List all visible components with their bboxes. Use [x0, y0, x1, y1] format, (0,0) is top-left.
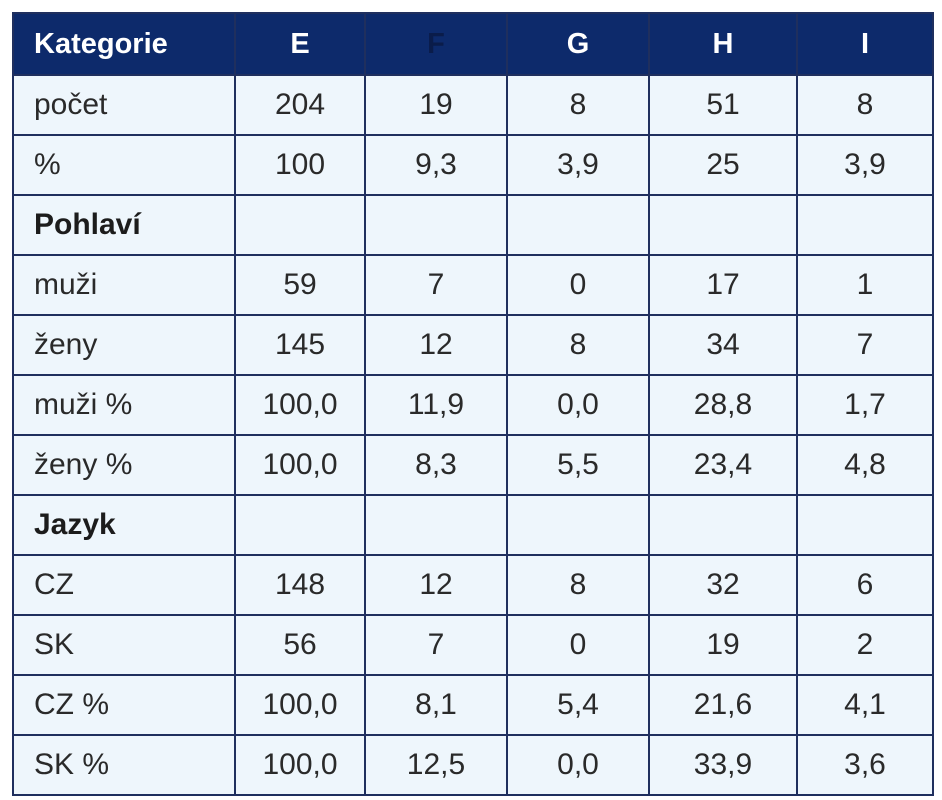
table-cell: 4,1 [796, 674, 934, 736]
table-body: počet 204 19 8 51 8% 100 9,3 3,9 25 3,9 Pohlaví muži… [12, 74, 934, 796]
row-label: Pohlaví [12, 194, 236, 256]
table-cell: 5,4 [506, 674, 650, 736]
section-header-row: Jazyk [12, 494, 934, 556]
table-cell: 100 [234, 134, 366, 196]
table-cell: 100,0 [234, 674, 366, 736]
row-label: ženy [12, 314, 236, 376]
table-cell: 204 [234, 74, 366, 136]
header-cell-h: H [648, 12, 798, 76]
table-cell: 12 [364, 554, 508, 616]
table-cell: 145 [234, 314, 366, 376]
table-cell: 100,0 [234, 374, 366, 436]
table-row: CZ % 100,0 8,1 5,4 21,6 4,1 [12, 674, 934, 736]
table-cell [648, 494, 798, 556]
row-label: muži [12, 254, 236, 316]
table-cell: 33,9 [648, 734, 798, 796]
table-cell: 8 [506, 314, 650, 376]
table-cell: 148 [234, 554, 366, 616]
table-cell: 3,9 [796, 134, 934, 196]
table-cell: 19 [648, 614, 798, 676]
table-row: % 100 9,3 3,9 25 3,9 [12, 134, 934, 196]
row-label: Jazyk [12, 494, 236, 556]
table-cell: 100,0 [234, 734, 366, 796]
row-label: CZ [12, 554, 236, 616]
table-cell [364, 194, 508, 256]
table-cell: 3,9 [506, 134, 650, 196]
table-cell: 7 [364, 614, 508, 676]
table-cell: 11,9 [364, 374, 508, 436]
row-label: počet [12, 74, 236, 136]
table-cell [796, 194, 934, 256]
table-cell: 2 [796, 614, 934, 676]
table-cell: 0 [506, 254, 650, 316]
table-cell: 8 [796, 74, 934, 136]
table-cell: 12 [364, 314, 508, 376]
header-cell-g: G [506, 12, 650, 76]
table-row: ženy 145 12 8 34 7 [12, 314, 934, 376]
header-cell-f: F [364, 12, 508, 76]
table-cell: 8,1 [364, 674, 508, 736]
row-label: muži % [12, 374, 236, 436]
table-cell [796, 494, 934, 556]
row-label: % [12, 134, 236, 196]
table-cell: 34 [648, 314, 798, 376]
table-cell: 5,5 [506, 434, 650, 496]
table-cell: 0,0 [506, 374, 650, 436]
table-cell: 7 [364, 254, 508, 316]
row-label: SK % [12, 734, 236, 796]
header-cell-e: E [234, 12, 366, 76]
table-cell [506, 194, 650, 256]
table-cell: 8,3 [364, 434, 508, 496]
table-cell [364, 494, 508, 556]
table-cell: 17 [648, 254, 798, 316]
table-cell: 1,7 [796, 374, 934, 436]
table-cell: 0 [506, 614, 650, 676]
section-header-row: Pohlaví [12, 194, 934, 256]
table-cell: 3,6 [796, 734, 934, 796]
table-cell: 100,0 [234, 434, 366, 496]
table-header: Kategorie E F G H I [12, 12, 934, 76]
table-cell [234, 194, 366, 256]
header-cell-i: I [796, 12, 934, 76]
header-row: Kategorie E F G H I [12, 12, 934, 76]
table-cell: 9,3 [364, 134, 508, 196]
table-cell: 25 [648, 134, 798, 196]
table-container: Kategorie E F G H I počet 204 19 8 51 8% 100 9,… [12, 12, 934, 796]
table-row: CZ 148 12 8 32 6 [12, 554, 934, 616]
row-label: SK [12, 614, 236, 676]
table-cell: 59 [234, 254, 366, 316]
table-cell: 19 [364, 74, 508, 136]
table-cell: 4,8 [796, 434, 934, 496]
data-table: Kategorie E F G H I počet 204 19 8 51 8% 100 9,… [12, 12, 934, 796]
table-cell: 12,5 [364, 734, 508, 796]
table-cell [648, 194, 798, 256]
table-row: muži 59 7 0 17 1 [12, 254, 934, 316]
table-cell: 32 [648, 554, 798, 616]
table-cell: 21,6 [648, 674, 798, 736]
table-cell: 8 [506, 554, 650, 616]
table-cell [506, 494, 650, 556]
table-row: muži % 100,0 11,9 0,0 28,8 1,7 [12, 374, 934, 436]
header-cell-kategorie: Kategorie [12, 12, 236, 76]
table-cell: 7 [796, 314, 934, 376]
table-row: SK % 100,0 12,5 0,0 33,9 3,6 [12, 734, 934, 796]
table-cell: 1 [796, 254, 934, 316]
table-cell: 0,0 [506, 734, 650, 796]
table-cell: 6 [796, 554, 934, 616]
table-row: počet 204 19 8 51 8 [12, 74, 934, 136]
table-cell [234, 494, 366, 556]
row-label: ženy % [12, 434, 236, 496]
table-cell: 51 [648, 74, 798, 136]
table-cell: 8 [506, 74, 650, 136]
table-cell: 28,8 [648, 374, 798, 436]
table-cell: 56 [234, 614, 366, 676]
table-row: SK 56 7 0 19 2 [12, 614, 934, 676]
row-label: CZ % [12, 674, 236, 736]
table-cell: 23,4 [648, 434, 798, 496]
table-row: ženy % 100,0 8,3 5,5 23,4 4,8 [12, 434, 934, 496]
